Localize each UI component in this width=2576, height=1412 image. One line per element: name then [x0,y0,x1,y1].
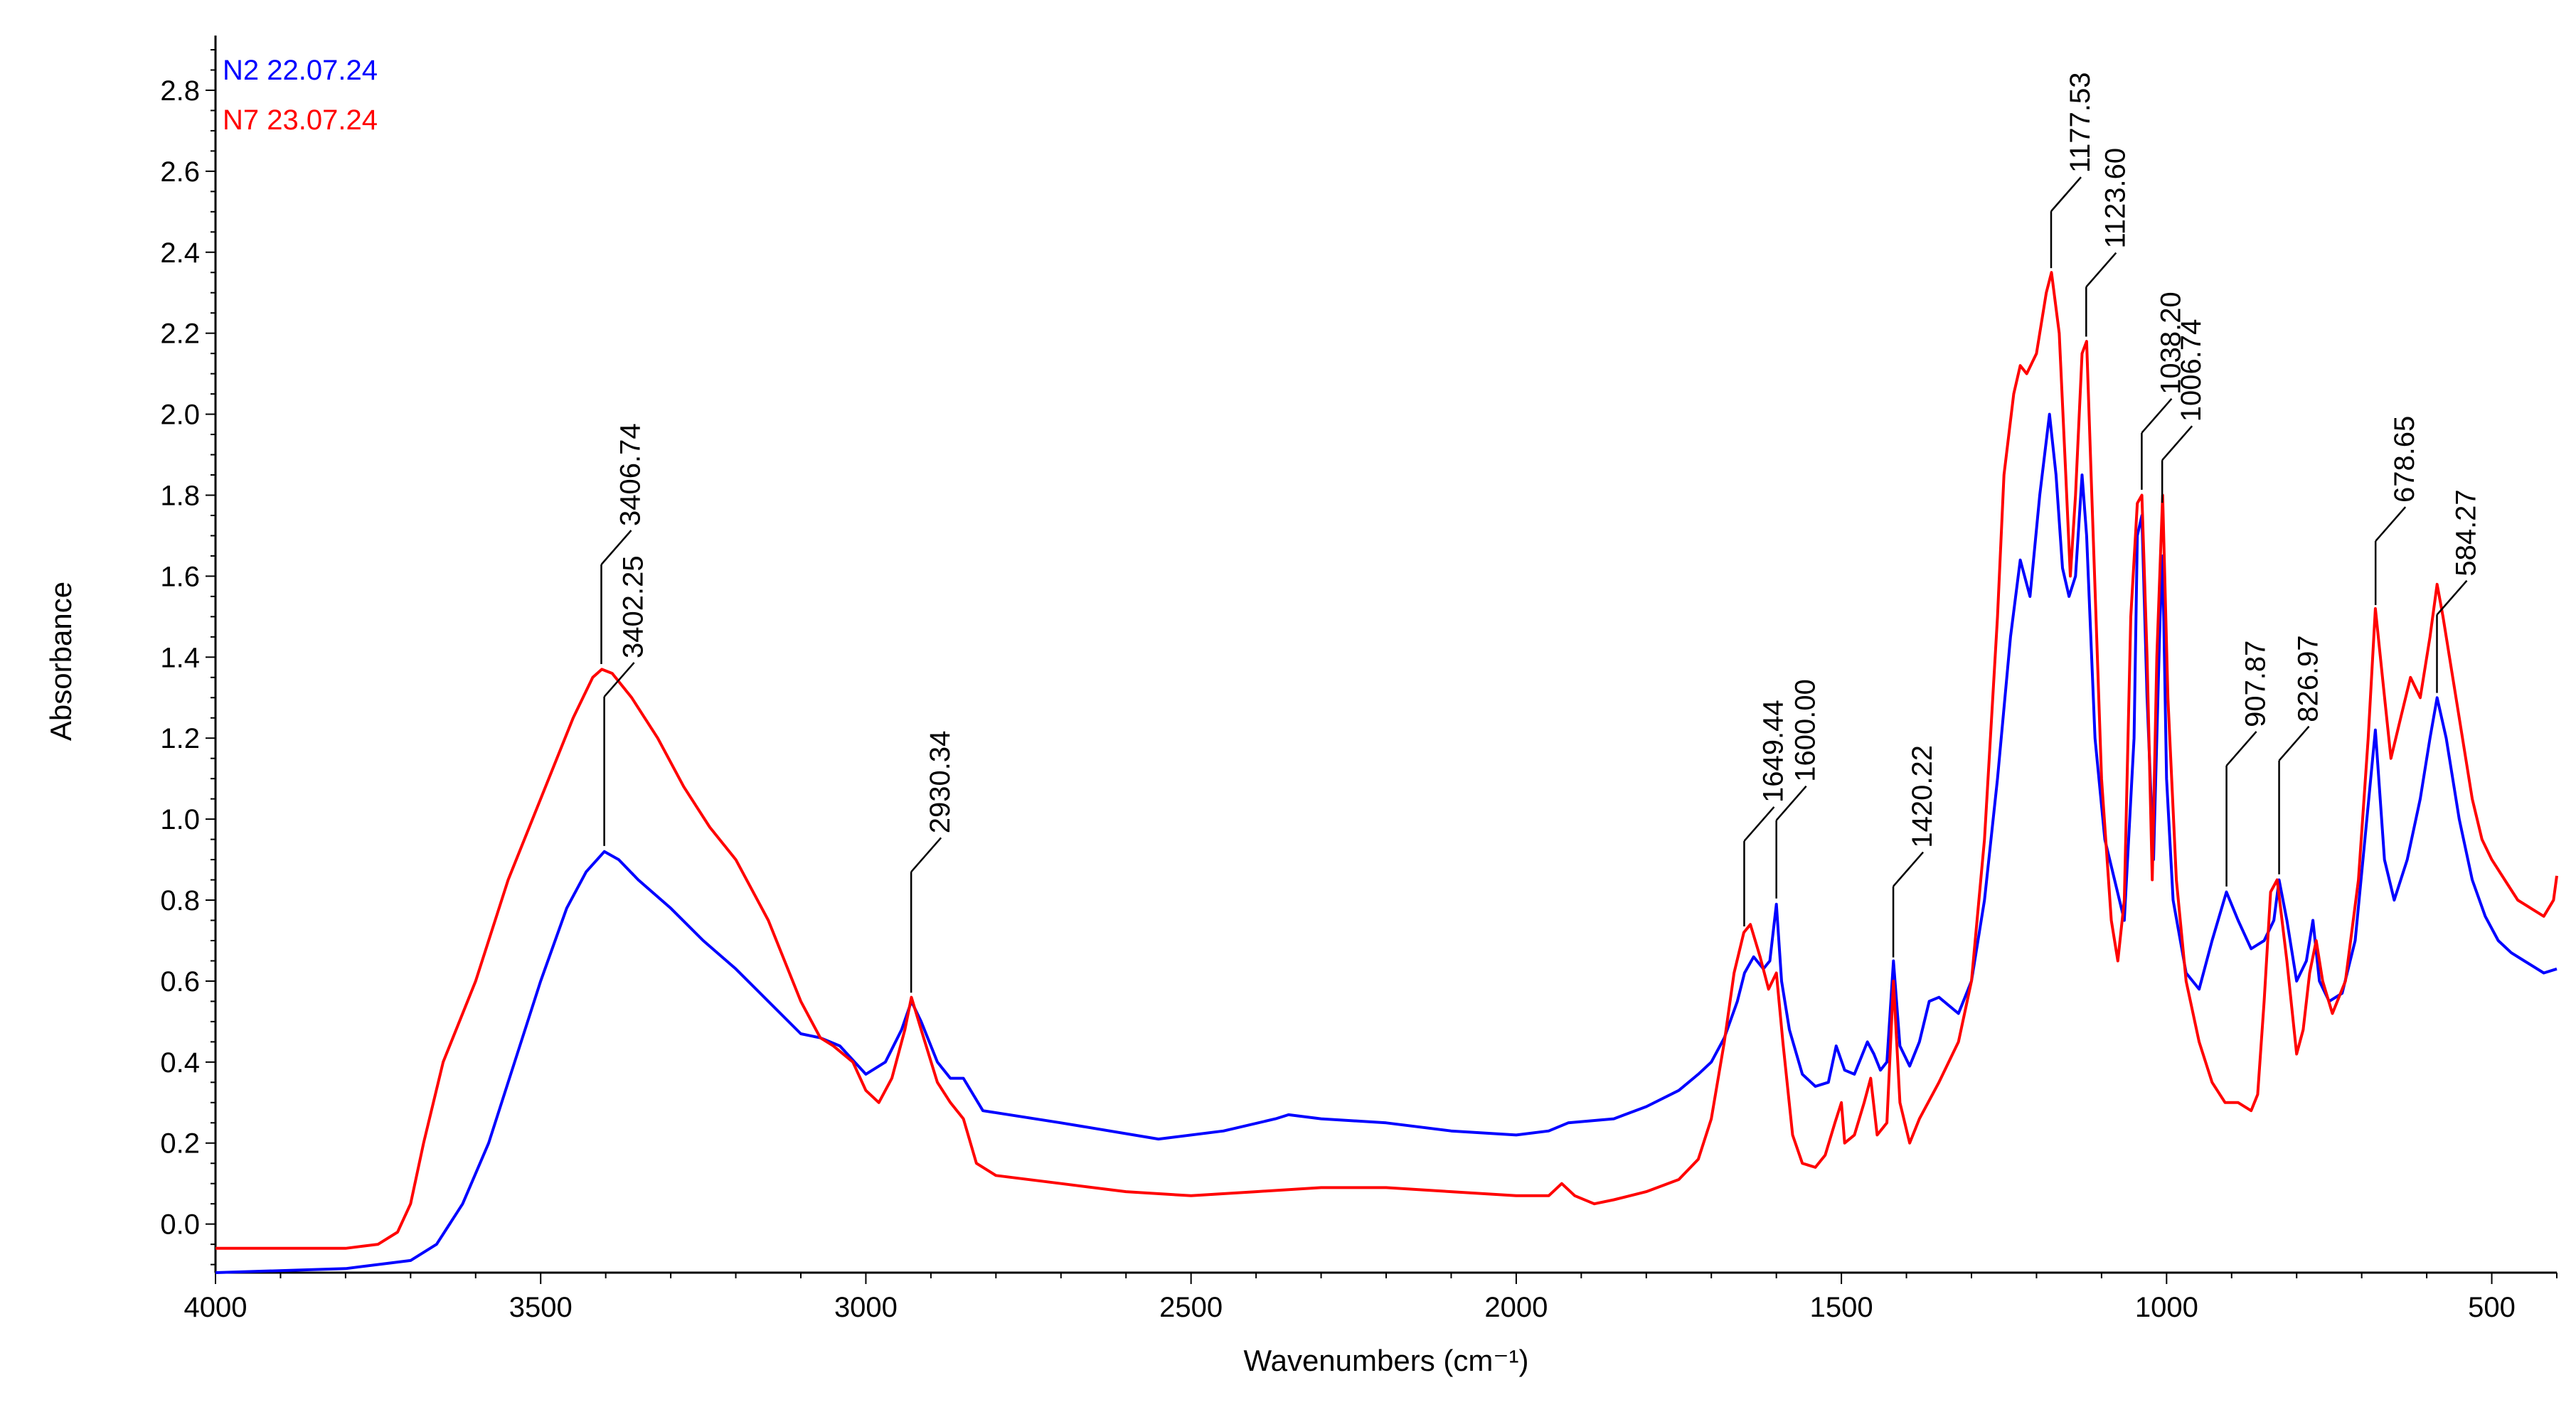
x-tick-label: 1000 [2135,1292,2198,1323]
spectra [215,271,2558,1274]
peak-marker-leader [1775,785,1807,821]
y-tick-label: 0.4 [160,1047,200,1079]
peak-annotation: 2930.34 [910,731,956,993]
y-tick-label: 1.6 [160,561,200,592]
x-tick-label: 1500 [1810,1292,1873,1323]
peak-label: 1420.22 [1907,745,1938,848]
y-tick-label: 1.8 [160,480,200,511]
peak-label: 1123.60 [2099,148,2131,249]
peak-marker-leader [910,837,942,873]
legend-entry-n2: N2 22.07.24 [223,55,378,86]
y-tick-label: 2.6 [160,156,200,188]
peak-marker-leader [1743,806,1775,842]
peak-annotation: 1006.74 [2161,319,2207,503]
peak-annotation: 3406.74 [600,423,646,664]
y-tick-label: 1.0 [160,804,200,835]
x-tick-label: 2000 [1484,1292,1548,1323]
axes: 0.0 0.2 0.4 0.6 0.8 1.0 1.2 1.4 1.6 1.8 2.0 2.2 2.4 2… [160,36,2558,1323]
x-tick-label: 2500 [1159,1292,1223,1323]
y-tick-label: 0.8 [160,885,200,916]
y-tick-label: 0.0 [160,1209,200,1241]
peak-label: 584.27 [2450,489,2481,576]
peak-marker-leader [2436,579,2468,616]
series-line-n7 [215,271,2558,1250]
peak-marker-leader [2161,425,2193,461]
peak-annotation: 584.27 [2436,489,2481,693]
peak-label: 1600.00 [1790,679,1821,782]
peak-marker-leader [2278,725,2310,761]
peak-marker-leader [1893,851,1925,887]
y-tick-label: 2.2 [160,319,200,350]
y-tick-label: 2.0 [160,400,200,431]
y-tick-label: 0.2 [160,1128,200,1160]
peak-annotation: 1177.53 [2050,73,2096,269]
peak-marker-leader [2085,252,2117,288]
peak-annotation: 1600.00 [1775,679,1821,899]
peak-marker-leader [2225,731,2257,766]
peak-label: 3406.74 [615,423,646,526]
peak-annotations: 3406.74 3402.25 2930.34 1649.44 1600.00 1420.… [600,73,2481,993]
peak-annotation: 1420.22 [1892,745,1938,958]
y-tick-label: 2.4 [160,237,200,269]
legend-entry-n7: N7 23.07.24 [223,105,378,136]
y-tick-label: 2.8 [160,75,200,107]
x-tick-label: 3500 [509,1292,573,1323]
peak-annotation: 1038.20 [2141,292,2186,490]
peak-annotation: 826.97 [2278,635,2324,875]
peak-label: 1038.20 [2155,292,2186,395]
legend: N2 22.07.24 N7 23.07.24 [223,55,378,136]
peak-marker-leader [2050,176,2082,212]
peak-label: 826.97 [2293,635,2324,722]
peak-label: 1177.53 [2065,73,2096,173]
peak-annotation: 907.87 [2225,641,2272,887]
y-axis-title: Absorbance [44,582,78,741]
peak-label: 907.87 [2240,641,2272,727]
y-tick-label: 1.2 [160,723,200,754]
x-tick-label: 3000 [834,1292,898,1323]
peak-label: 3402.25 [618,555,649,658]
peak-label: 1006.74 [2176,319,2207,422]
y-tick-label: 0.6 [160,966,200,998]
peak-annotation: 1649.44 [1743,700,1789,926]
peak-marker-leader [600,530,632,565]
series-line-n2 [215,412,2558,1274]
x-axis-title: Wavenumbers (cm⁻¹) [1244,1344,1529,1377]
x-tick-label: 4000 [184,1292,248,1323]
peak-annotation: 1123.60 [2085,148,2131,337]
peak-annotation: 678.65 [2374,416,2420,606]
peak-annotation: 3402.25 [603,555,649,846]
y-tick-label: 1.4 [160,642,200,673]
peak-label: 1649.44 [1757,700,1789,803]
peak-marker-leader [2375,506,2407,542]
peak-label: 2930.34 [925,731,956,834]
peak-marker-leader [603,662,635,697]
peak-label: 678.65 [2389,416,2420,503]
x-tick-label: 500 [2468,1292,2516,1323]
peak-marker-leader [2141,397,2173,434]
